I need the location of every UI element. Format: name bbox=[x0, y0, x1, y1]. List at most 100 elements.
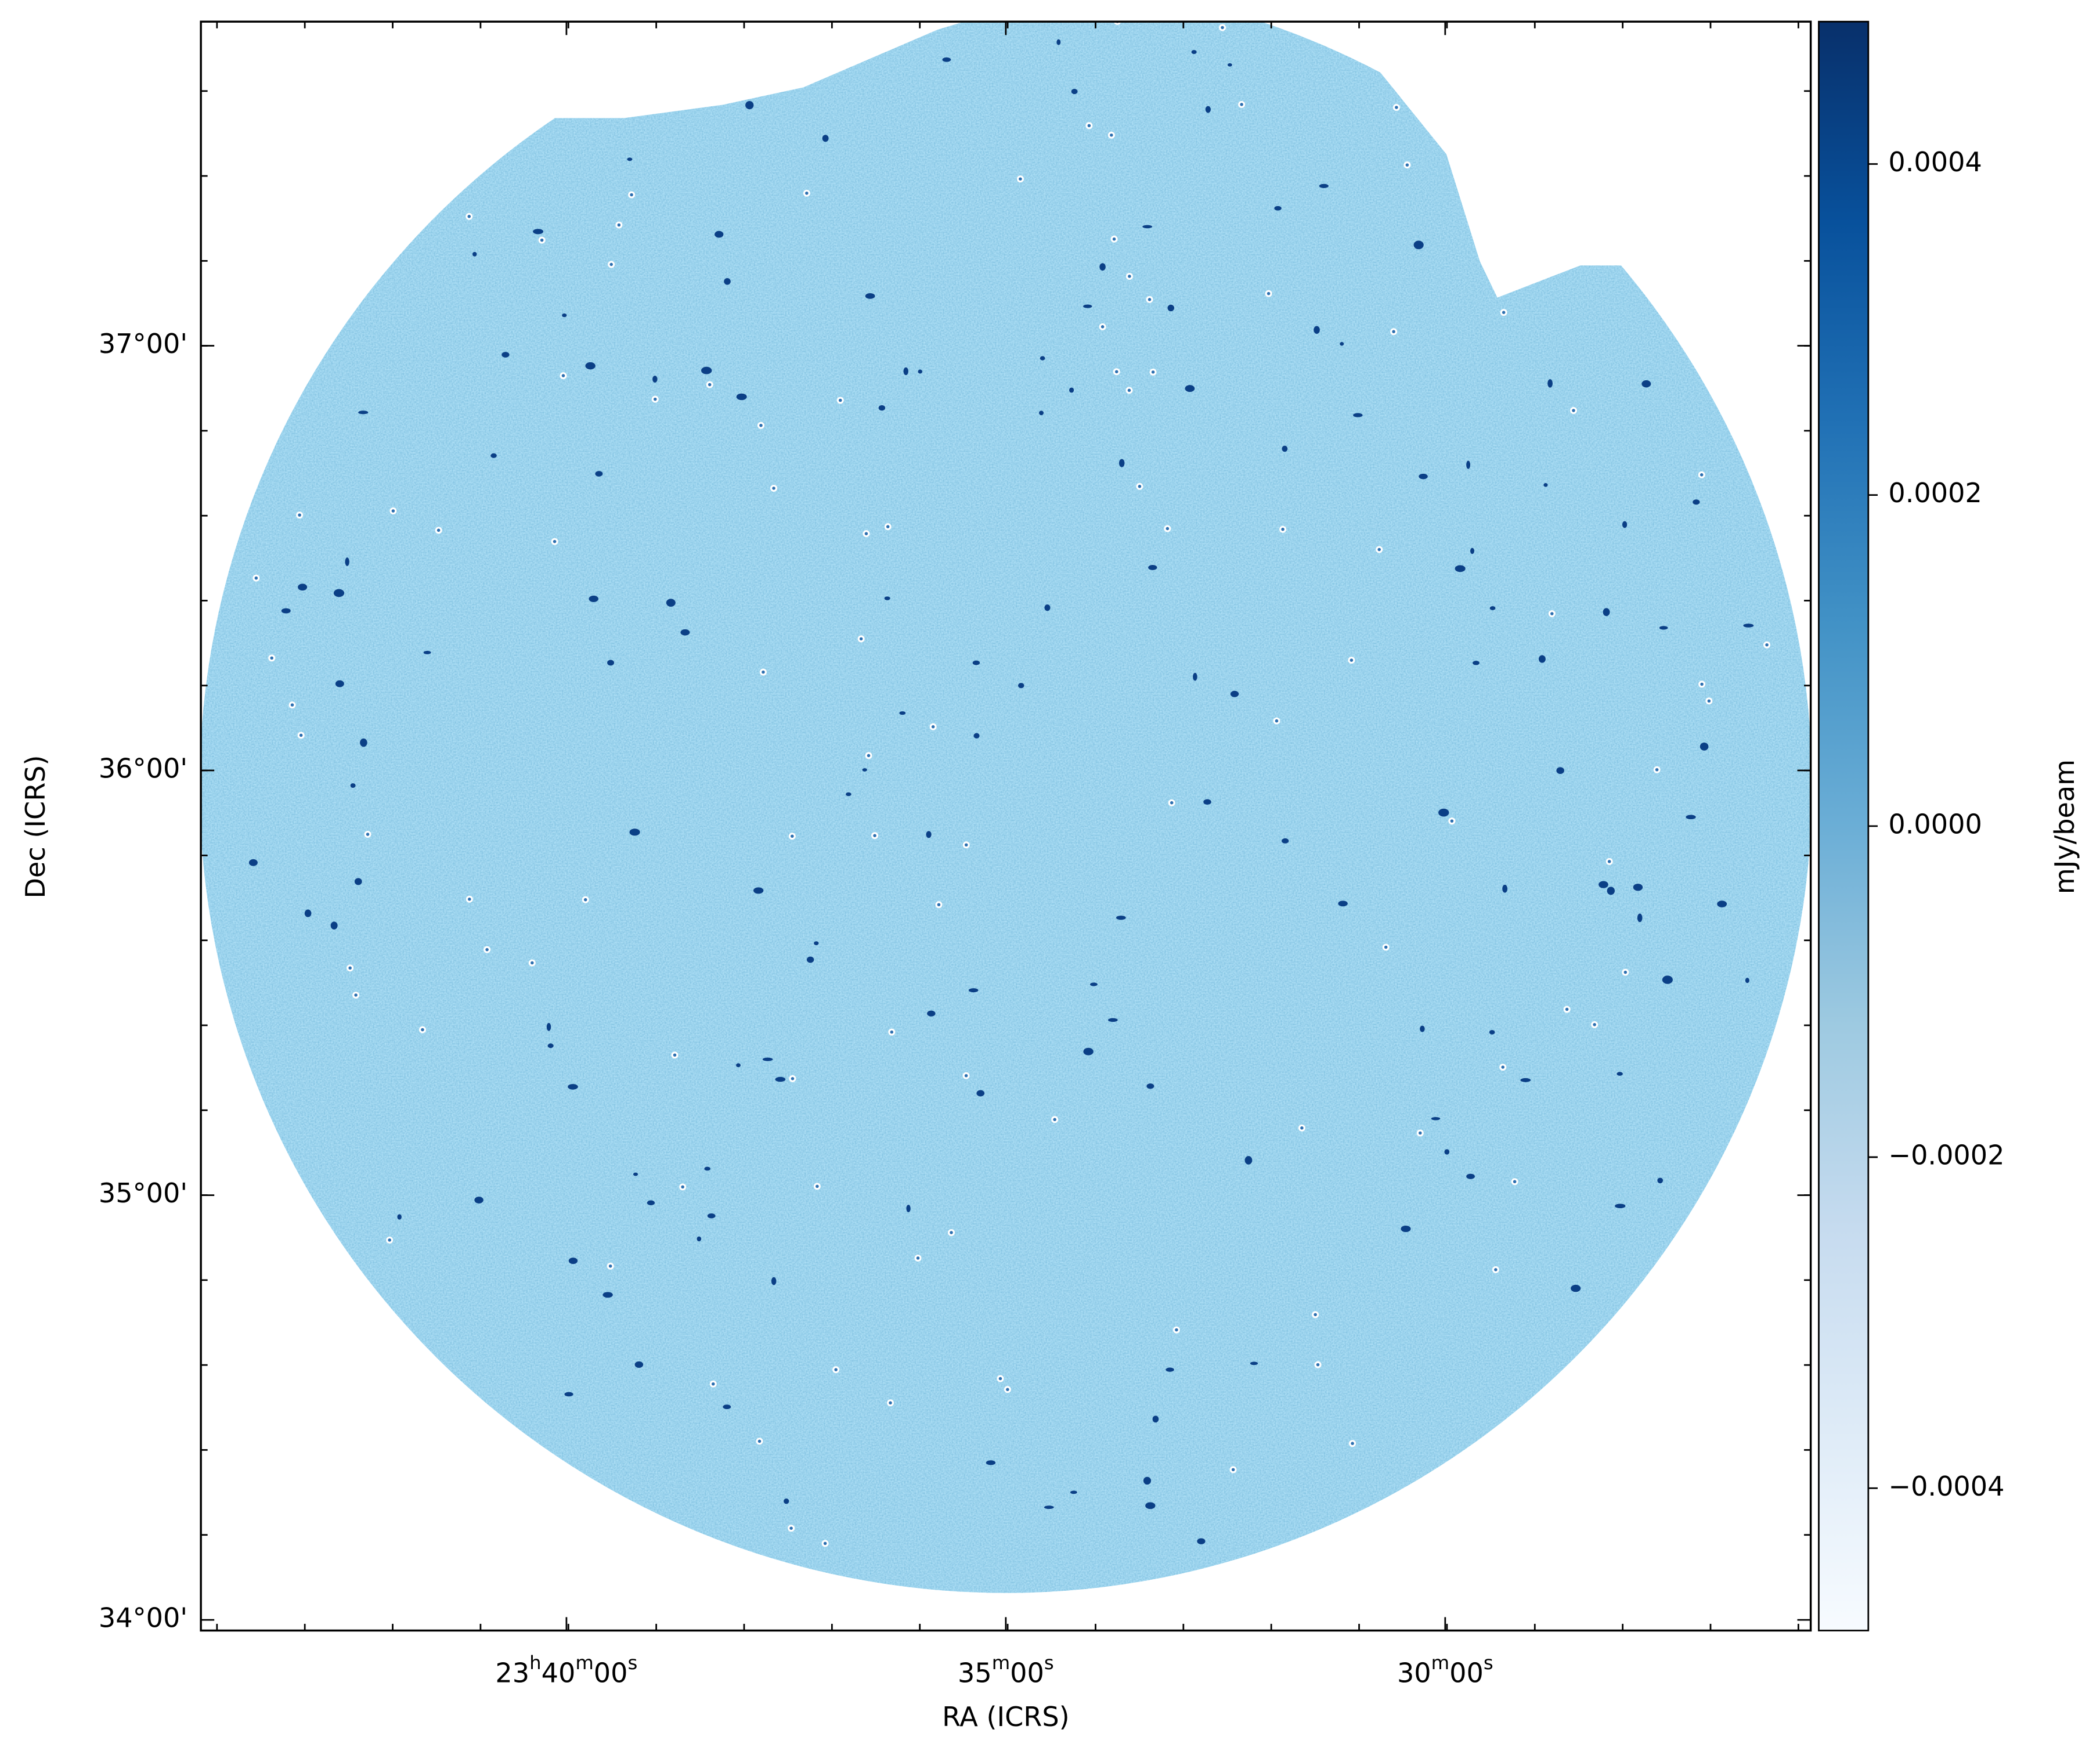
source bbox=[704, 1166, 711, 1171]
source bbox=[1231, 1468, 1235, 1472]
source bbox=[1571, 1284, 1581, 1292]
source bbox=[630, 193, 633, 197]
source bbox=[1494, 1268, 1498, 1271]
source bbox=[753, 887, 764, 894]
source bbox=[254, 576, 258, 580]
source bbox=[1069, 387, 1074, 393]
source bbox=[421, 1028, 424, 1032]
source bbox=[973, 733, 980, 739]
source bbox=[354, 878, 362, 885]
source bbox=[546, 1022, 551, 1031]
source bbox=[647, 1200, 655, 1205]
source bbox=[736, 393, 747, 401]
x-tick-label: 30m00s bbox=[1397, 1652, 1493, 1688]
source bbox=[972, 660, 980, 665]
source bbox=[711, 1382, 715, 1386]
source bbox=[701, 366, 712, 374]
source bbox=[1338, 900, 1348, 907]
source bbox=[607, 660, 615, 666]
source bbox=[771, 1277, 777, 1285]
source bbox=[1127, 388, 1131, 392]
source bbox=[1538, 655, 1546, 663]
sources bbox=[248, 21, 1771, 1547]
source bbox=[931, 725, 935, 729]
source bbox=[707, 1213, 716, 1219]
source bbox=[759, 423, 763, 427]
source bbox=[1019, 177, 1022, 181]
source bbox=[564, 1392, 573, 1397]
source bbox=[634, 1361, 644, 1368]
source bbox=[1274, 206, 1282, 211]
source bbox=[1230, 690, 1239, 697]
source bbox=[789, 1526, 793, 1530]
source bbox=[388, 1238, 391, 1242]
source bbox=[1316, 1363, 1320, 1367]
source bbox=[1419, 473, 1428, 480]
source bbox=[1152, 1415, 1159, 1423]
source bbox=[1637, 913, 1643, 923]
source bbox=[1197, 1538, 1206, 1544]
source bbox=[1743, 624, 1754, 628]
source bbox=[1350, 658, 1354, 662]
source bbox=[878, 405, 886, 411]
source bbox=[1340, 342, 1344, 346]
colorbar bbox=[1818, 20, 1870, 1631]
source bbox=[1039, 410, 1044, 416]
x-axis-label: RA (ICRS) bbox=[942, 1701, 1070, 1732]
source bbox=[864, 532, 868, 535]
source bbox=[474, 1197, 483, 1204]
source bbox=[1700, 682, 1704, 686]
source bbox=[775, 1076, 786, 1082]
source bbox=[697, 1236, 702, 1242]
source bbox=[490, 453, 497, 458]
source bbox=[583, 898, 587, 902]
source bbox=[1501, 1065, 1504, 1069]
source bbox=[1617, 1072, 1623, 1076]
source bbox=[1470, 547, 1474, 554]
source bbox=[1114, 21, 1121, 25]
colorbar-tick-label: −0.0002 bbox=[1888, 1140, 2004, 1171]
source bbox=[1473, 661, 1480, 665]
source bbox=[1128, 275, 1131, 278]
source bbox=[1282, 838, 1289, 844]
source bbox=[1145, 1502, 1156, 1510]
source bbox=[986, 1460, 996, 1465]
source bbox=[1438, 808, 1449, 817]
source bbox=[485, 948, 489, 952]
source bbox=[1314, 326, 1320, 334]
source bbox=[823, 1541, 827, 1546]
source bbox=[680, 629, 690, 636]
source bbox=[926, 831, 932, 838]
source bbox=[862, 768, 867, 772]
source bbox=[1565, 1007, 1569, 1011]
source bbox=[1228, 63, 1232, 67]
source bbox=[1138, 485, 1142, 488]
source bbox=[345, 557, 349, 566]
source bbox=[1205, 106, 1211, 113]
source bbox=[1166, 527, 1170, 531]
source bbox=[1572, 409, 1575, 412]
source bbox=[1707, 699, 1711, 703]
source bbox=[333, 589, 345, 597]
source bbox=[1281, 527, 1284, 531]
source bbox=[937, 903, 941, 906]
source bbox=[772, 487, 775, 490]
source bbox=[1040, 356, 1045, 361]
source bbox=[950, 1231, 953, 1234]
source bbox=[436, 528, 441, 532]
source bbox=[609, 262, 613, 266]
source bbox=[1556, 767, 1564, 774]
source bbox=[1044, 1505, 1054, 1510]
source bbox=[595, 471, 603, 477]
source bbox=[298, 583, 308, 591]
source bbox=[807, 956, 814, 963]
source bbox=[1319, 183, 1329, 189]
source bbox=[1044, 604, 1051, 611]
source bbox=[1118, 459, 1125, 467]
source bbox=[903, 367, 908, 376]
source bbox=[1351, 1442, 1354, 1445]
source bbox=[762, 670, 765, 674]
source bbox=[366, 833, 370, 836]
source bbox=[1353, 413, 1363, 417]
